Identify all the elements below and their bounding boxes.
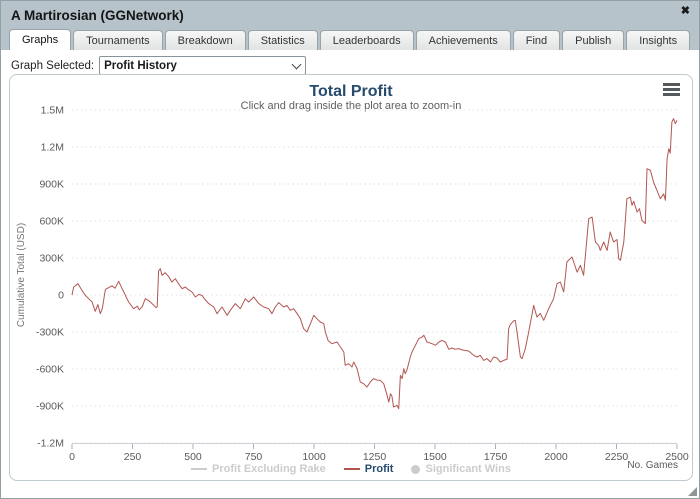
y-axis-title: Cumulative Total (USD) — [16, 223, 27, 327]
tab-breakdown[interactable]: Breakdown — [164, 30, 246, 50]
y-tick-label: 600K — [39, 216, 64, 228]
window-title: A Martirosian (GGNetwork) — [11, 8, 184, 23]
y-tick-label: 900K — [39, 179, 64, 191]
legend-item-profit[interactable]: Profit — [343, 463, 394, 475]
legend-label: Significant Wins — [425, 463, 511, 475]
chart-legend: Profit Excluding Rake Profit Significant W… — [10, 463, 692, 475]
legend-line-icon — [191, 468, 208, 470]
legend-label: Profit — [364, 463, 394, 475]
legend-item-profit-excluding-rake[interactable]: Profit Excluding Rake — [191, 463, 326, 475]
x-tick-label: 1750 — [484, 451, 508, 463]
x-tick-label: 1500 — [423, 451, 447, 463]
tab-tournaments[interactable]: Tournaments — [73, 30, 163, 50]
graph-selector-label: Graph Selected: — [11, 59, 95, 72]
x-axis-title: No. Games — [627, 460, 678, 471]
chart-panel: Total Profit Click and drag inside the p… — [9, 74, 693, 481]
legend-marker-icon — [411, 464, 421, 474]
x-tick-label: 1000 — [302, 451, 326, 463]
x-tick-label: 500 — [184, 451, 202, 463]
legend-line-icon — [343, 468, 360, 470]
x-tick-label: 2000 — [544, 451, 568, 463]
chart-subtitle: Click and drag inside the plot area to z… — [240, 100, 462, 112]
tab-publish[interactable]: Publish — [562, 30, 625, 50]
y-tick-label: -1.2M — [37, 438, 64, 450]
tab-statistics[interactable]: Statistics — [247, 30, 318, 50]
graph-select-wrap: Profit History — [99, 56, 307, 75]
content-area: Graph Selected: Profit History Total Pro… — [1, 50, 699, 498]
tab-achievements[interactable]: Achievements — [415, 30, 511, 50]
graph-selector-row: Graph Selected: Profit History — [11, 56, 307, 75]
graph-select[interactable]: Profit History — [99, 56, 307, 75]
chart-title: Total Profit — [309, 83, 393, 100]
tab-graphs[interactable]: Graphs — [9, 29, 72, 50]
profit-plot[interactable]: 1.5M 1.2M 900K 600K 300K 0 -300K -600K -900K -1.2… — [10, 75, 692, 480]
x-tick-label: 1250 — [363, 451, 387, 463]
tab-leaderboards[interactable]: Leaderboards — [319, 30, 414, 50]
close-icon[interactable]: ✖ — [680, 5, 690, 17]
legend-item-significant-wins[interactable]: Significant Wins — [411, 463, 511, 475]
tab-bar: Graphs Tournaments Breakdown Statistics Lead… — [1, 29, 699, 50]
x-tick-label: 0 — [69, 451, 75, 463]
titlebar: A Martirosian (GGNetwork) ✖ — [1, 1, 699, 29]
y-tick-label: 1.2M — [41, 142, 64, 154]
profit-line-series — [71, 118, 678, 410]
x-tick-label: 2250 — [605, 451, 629, 463]
chart-export-menu-icon[interactable] — [661, 81, 682, 100]
y-tick-label: -900K — [36, 401, 64, 413]
y-tick-label: -300K — [36, 327, 64, 339]
tab-find[interactable]: Find — [512, 30, 561, 50]
legend-label: Profit Excluding Rake — [212, 463, 326, 475]
x-tick-label: 750 — [245, 451, 263, 463]
y-tick-label: 0 — [58, 290, 64, 302]
y-tick-label: -600K — [36, 364, 64, 376]
resize-handle-icon[interactable] — [688, 487, 697, 496]
y-tick-label: 300K — [39, 253, 64, 265]
y-tick-label: 1.5M — [41, 105, 64, 117]
tab-insights[interactable]: Insights — [626, 30, 691, 50]
x-tick-label: 2500 — [665, 451, 689, 463]
x-tick-label: 250 — [124, 451, 142, 463]
